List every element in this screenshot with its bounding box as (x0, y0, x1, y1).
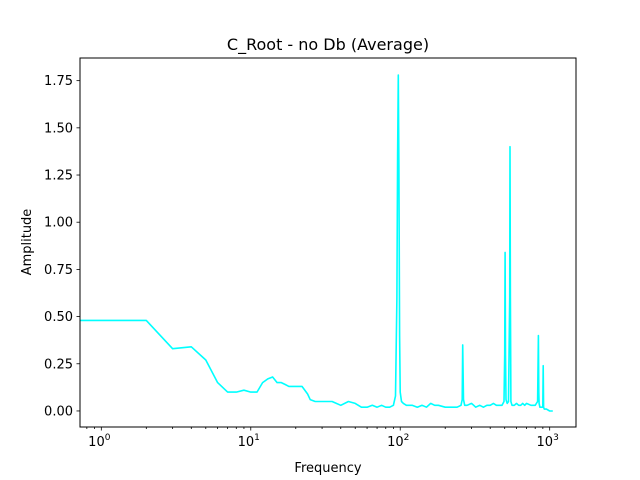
x-axis: 100 101 102 103 (86, 427, 559, 450)
chart-title: C_Root - no Db (Average) (227, 35, 429, 55)
y-tick-label: 1.25 (44, 169, 73, 184)
x-tick-label: 100 (88, 433, 111, 450)
y-axis: 0.00 0.25 0.50 0.75 1.00 1.25 1.50 1.75 (44, 74, 80, 419)
y-tick-label: 1.75 (44, 74, 73, 89)
x-tick-label: 103 (537, 433, 559, 450)
x-tick-label: 102 (387, 433, 409, 450)
plot-area (80, 74, 553, 412)
x-axis-label: Frequency (294, 461, 361, 476)
y-axis-label: Amplitude (20, 209, 35, 276)
x-tick-label: 101 (238, 433, 260, 450)
y-tick-label: 0.00 (44, 404, 73, 419)
axes-frame (79, 57, 577, 428)
y-tick-label: 1.00 (44, 216, 73, 231)
y-tick-label: 0.75 (44, 263, 73, 278)
y-tick-label: 1.50 (44, 121, 73, 136)
y-tick-label: 0.25 (44, 357, 73, 372)
series-line-0 (80, 74, 553, 412)
y-tick-label: 0.50 (44, 310, 73, 325)
